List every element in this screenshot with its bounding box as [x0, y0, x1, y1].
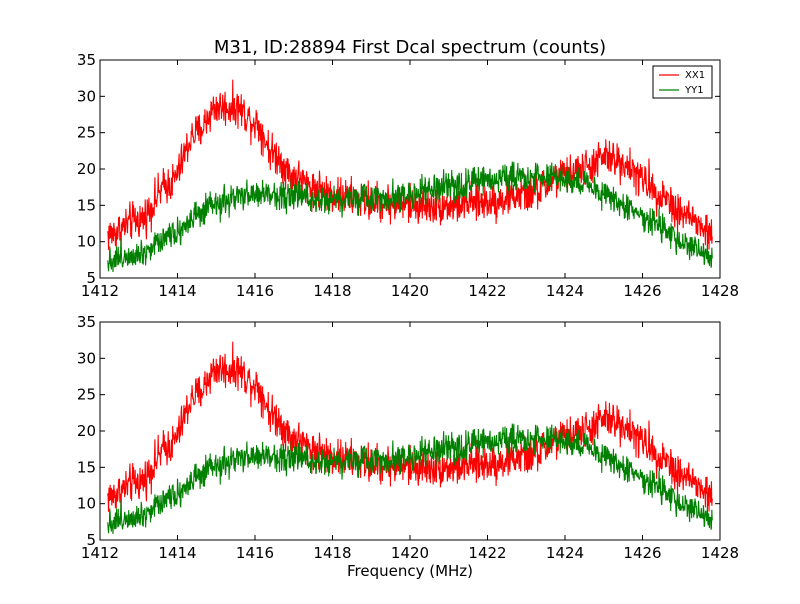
x-tick-label: 1428 — [701, 544, 739, 562]
y-tick-label: 30 — [77, 87, 96, 105]
y-tick-label: 10 — [77, 233, 96, 251]
y-tick-label: 30 — [77, 349, 96, 367]
x-tick-label: 1414 — [158, 282, 196, 300]
x-tick-label: 1412 — [81, 544, 119, 562]
x-tick-label: 1422 — [468, 282, 506, 300]
series-line-series-2 — [107, 423, 713, 535]
plot-area — [100, 322, 720, 540]
series-line-yy1 — [107, 161, 713, 273]
x-tick-label: 1424 — [546, 282, 584, 300]
y-tick-label: 25 — [77, 386, 96, 404]
y-tick-label: 10 — [77, 495, 96, 513]
y-tick-label: 35 — [77, 313, 96, 331]
legend: XX1 YY1 — [652, 65, 713, 99]
x-tick-label: 1426 — [623, 282, 661, 300]
y-tick-label: 5 — [86, 531, 96, 549]
x-axis-label: Frequency (MHz) — [347, 562, 473, 580]
y-tick-label: 20 — [77, 160, 96, 178]
x-tick-label: 1414 — [158, 544, 196, 562]
legend-label-yy1: YY1 — [684, 85, 704, 96]
plot-area — [100, 60, 720, 278]
legend-box — [652, 65, 713, 99]
x-tick-label: 1416 — [236, 282, 274, 300]
y-tick-label: 5 — [86, 269, 96, 287]
x-tick-label: 1416 — [236, 544, 274, 562]
y-tick-label: 15 — [77, 458, 96, 476]
top-panel: 1412 1414 1416 1418 1420 1422 1424 1426 1428 5 10 1… — [77, 51, 739, 300]
legend-label-xx1: XX1 — [685, 70, 705, 81]
y-tick-label: 20 — [77, 422, 96, 440]
x-tick-label: 1428 — [701, 282, 739, 300]
x-tick-label: 1418 — [313, 544, 351, 562]
x-tick-label: 1420 — [391, 282, 429, 300]
y-tick-label: 15 — [77, 196, 96, 214]
x-tick-label: 1420 — [391, 544, 429, 562]
y-tick-label: 25 — [77, 124, 96, 142]
x-tick-label: 1422 — [468, 544, 506, 562]
x-tick-label: 1424 — [546, 544, 584, 562]
chart-title: M31, ID:28894 First Dcal spectrum (count… — [214, 37, 606, 58]
y-tick-label: 35 — [77, 51, 96, 69]
x-tick-label: 1418 — [313, 282, 351, 300]
bottom-panel: 1412 1414 1416 1418 1420 1422 1424 1426 1428 5 10 1… — [77, 313, 739, 562]
x-tick-label: 1412 — [81, 282, 119, 300]
x-tick-label: 1426 — [623, 544, 661, 562]
